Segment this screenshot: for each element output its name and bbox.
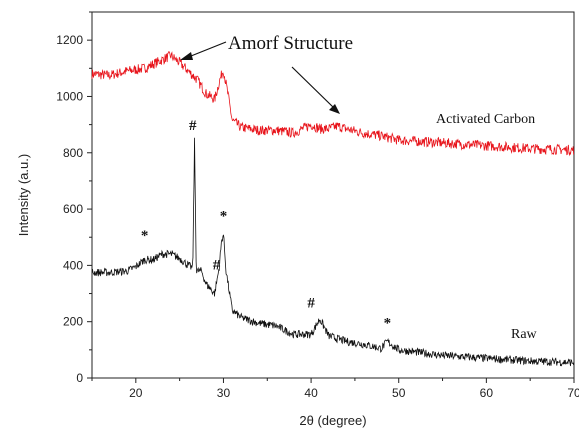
y-tick-label: 1000 xyxy=(56,89,83,103)
x-tick-label: 70 xyxy=(567,386,579,400)
y-tick-label: 400 xyxy=(63,258,83,272)
x-tick-label: 60 xyxy=(480,386,494,400)
plot-area xyxy=(91,11,575,379)
y-tick-label: 200 xyxy=(63,315,83,329)
peak-marker-asterisk: * xyxy=(141,228,149,244)
y-axis-title: Intensity (a.u.) xyxy=(16,154,31,236)
y-tick-label: 1200 xyxy=(56,33,83,47)
series-layer xyxy=(91,51,575,367)
arrow-down-right-icon xyxy=(291,66,340,114)
x-tick-label: 20 xyxy=(129,386,143,400)
x-axis-title: 2θ (degree) xyxy=(299,413,366,428)
amorf-structure-annotation: Amorf Structure xyxy=(228,33,353,54)
peak-marker-asterisk: * xyxy=(384,315,392,331)
y-tick-label: 0 xyxy=(76,371,83,385)
plot-frame xyxy=(91,11,575,379)
series-line-activated-carbon xyxy=(91,51,575,157)
peak-marker-hash: # xyxy=(213,258,221,274)
peak-marker-hash: # xyxy=(307,296,315,312)
x-axis: 20 30 40 50 60 70 xyxy=(91,378,579,400)
x-tick-label: 40 xyxy=(304,386,318,400)
arrow-left-icon xyxy=(180,41,227,60)
peak-marker-asterisk: * xyxy=(220,208,228,224)
raw-label: Raw xyxy=(511,327,538,342)
activated-carbon-label: Activated Carbon xyxy=(436,112,535,127)
y-axis: 0 200 400 600 800 1000 1200 xyxy=(56,11,92,385)
peak-marker-hash: # xyxy=(189,118,197,134)
series-line-raw xyxy=(91,137,575,367)
x-tick-label: 50 xyxy=(392,386,406,400)
x-tick-label: 30 xyxy=(217,386,231,400)
y-tick-label: 600 xyxy=(63,202,83,216)
peak-markers: * # # * # * xyxy=(141,118,391,331)
y-tick-label: 800 xyxy=(63,146,83,160)
